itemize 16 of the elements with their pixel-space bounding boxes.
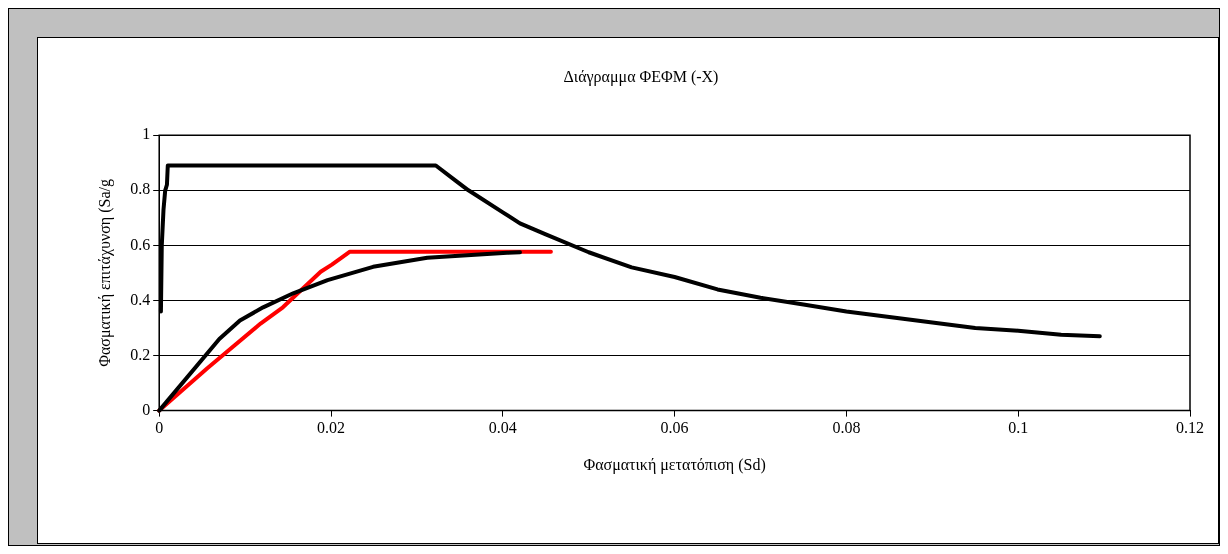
y-axis-title: Φασματική επιτάχυνση (Sa/g: [95, 179, 114, 367]
x-tick-label: 0.12: [1176, 419, 1204, 437]
x-tick-label: 0.04: [488, 419, 517, 437]
x-tick-label: 0.06: [660, 419, 689, 437]
x-tick-label: 0: [155, 419, 164, 437]
y-tick-label: 0.8: [130, 180, 151, 198]
y-tick-label: 0.2: [130, 345, 151, 363]
x-tick-label: 0.1: [1008, 419, 1029, 437]
x-tick-label: 0.02: [317, 419, 345, 437]
x-tick-label: 0.08: [832, 419, 861, 437]
y-tick-label: 1: [142, 125, 151, 143]
y-tick-label: 0.6: [130, 235, 151, 253]
x-axis-title: Φασματική μετατόπιση (Sd): [583, 455, 766, 474]
chart-title: Διάγραμμα ΦΕΦΜ (-X): [563, 67, 719, 86]
y-tick-label: 0.4: [130, 290, 151, 308]
y-tick-label: 0: [142, 400, 151, 418]
